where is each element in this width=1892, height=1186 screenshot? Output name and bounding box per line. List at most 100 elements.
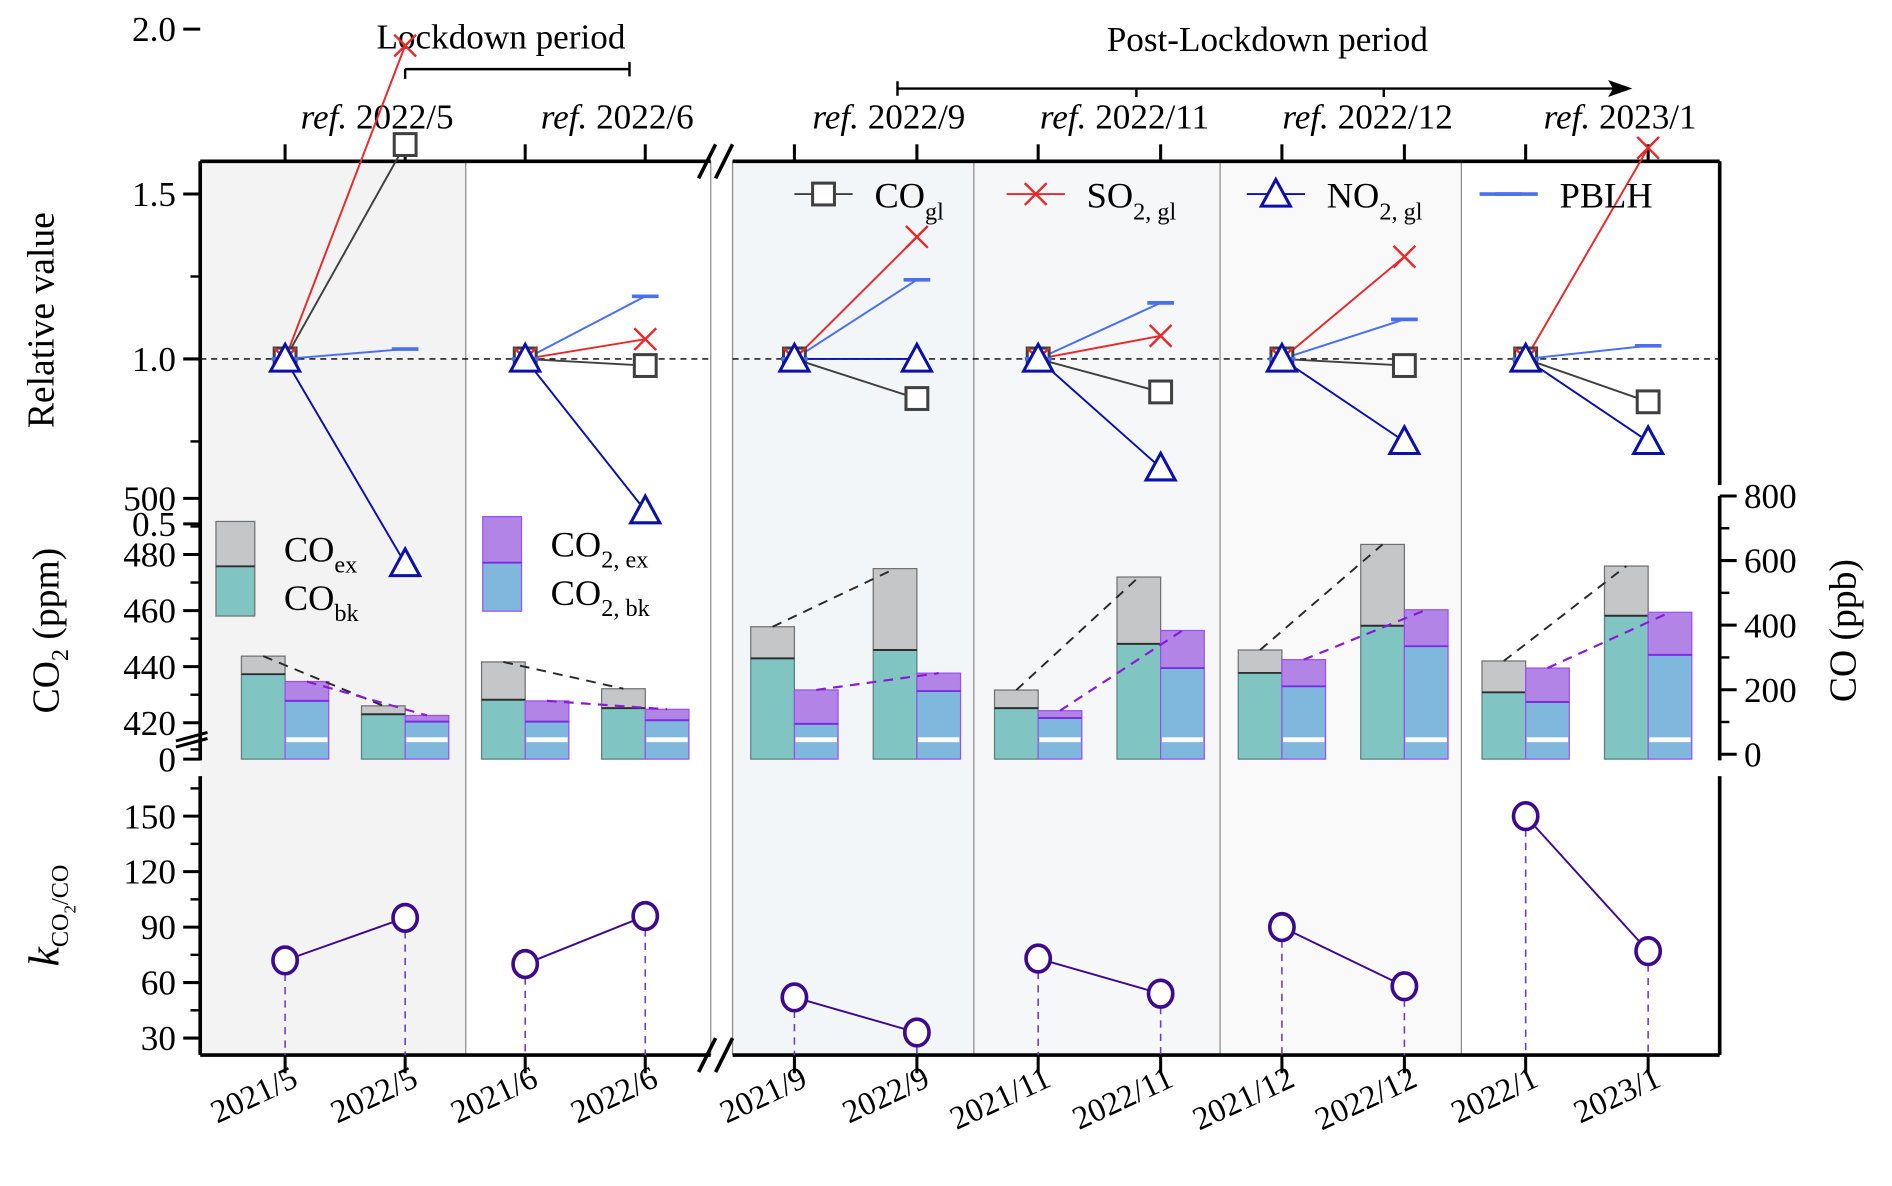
bar-co2-bk xyxy=(1525,701,1570,760)
co2-total-connector xyxy=(306,680,428,717)
bar-co2-ex xyxy=(284,680,330,702)
x-tick-label: 2022/1 xyxy=(1446,1060,1544,1131)
co2-axis-break-slash xyxy=(175,730,208,743)
series-line-CO_gl xyxy=(1525,358,1649,403)
bar-co2-bk xyxy=(916,690,962,760)
legend-marker-SO xyxy=(1023,182,1048,206)
ylabel-k-ratio: kCO2/CO xyxy=(20,865,79,967)
top-axis-label-prefix: ref. xyxy=(812,98,867,137)
series-line-CO_gl xyxy=(525,357,646,367)
k-point xyxy=(271,945,300,976)
series-line-SO2_gl xyxy=(793,236,918,360)
top-axis-label: ref. 2022/9 xyxy=(812,98,965,137)
top-axis-label: ref. 2022/6 xyxy=(541,98,694,137)
co2-total-connector xyxy=(1547,611,1671,670)
co2-y-tick-label: 0 xyxy=(158,740,176,779)
series-line-NO2_gl xyxy=(1281,358,1405,443)
ylabel-co2-ppm: CO2 (ppm) xyxy=(26,548,74,714)
bar-co-ex xyxy=(1481,660,1527,693)
series-line-PBLH xyxy=(524,295,646,360)
group-background-2023-1 xyxy=(1461,161,1720,1056)
bar-co-ex xyxy=(1603,565,1649,617)
co2-axis-break-slash xyxy=(175,737,208,749)
top-axis-label-prefix: ref. xyxy=(301,98,356,137)
co2-total-connector xyxy=(816,672,939,692)
bar-co2-break-mark xyxy=(918,737,960,743)
y-tick-label: 0.5 xyxy=(132,505,176,544)
co2-y-tick-label: 480 xyxy=(123,536,176,575)
top-axis-label-prefix: ref. xyxy=(1040,98,1095,137)
legend-label: NO2, gl xyxy=(1327,175,1423,225)
concentration-panel: 420 440 460 480 500 0 0 200 400 600 800 xyxy=(123,477,1796,779)
point-SO2_gl-stroke xyxy=(633,327,658,351)
legend-label-main: CO xyxy=(551,525,602,565)
period-label-post-lockdown: Post-Lockdown period xyxy=(1107,20,1429,59)
top-axis-label-date: 2023/1 xyxy=(1599,98,1697,137)
point-NO2_gl xyxy=(777,341,812,373)
point-NO2_gl xyxy=(899,341,935,373)
point-CO_gl xyxy=(632,353,658,378)
legend-marker-NO xyxy=(1258,176,1293,208)
legend-label-main: CO xyxy=(874,175,925,215)
bar-co-bk xyxy=(993,707,1039,760)
group-background-2022-9 xyxy=(732,161,974,1056)
bar-co-ex xyxy=(750,626,796,659)
point-SO2_gl xyxy=(393,33,417,58)
k-point xyxy=(780,982,809,1013)
bar-co-bk xyxy=(360,713,406,760)
k-y-tick-label: 120 xyxy=(123,853,176,892)
series-line-NO2_gl xyxy=(284,358,406,564)
legend-label: CObk xyxy=(284,578,360,627)
bar-co-bk xyxy=(1360,625,1405,760)
legend-marker-SO-stroke xyxy=(1023,182,1048,206)
bar-co-bk xyxy=(1116,643,1162,760)
bar-co2-break-mark xyxy=(1405,737,1447,743)
legend-label-sub: gl xyxy=(925,198,944,225)
bar-co2-break-mark xyxy=(526,737,568,743)
post-lockdown-arrowhead xyxy=(1608,80,1633,98)
y-tick-label: 1.5 xyxy=(132,175,176,214)
bar-co-bk xyxy=(1481,691,1527,760)
axis-break-slash xyxy=(696,143,718,180)
series-line-SO2_gl xyxy=(1281,255,1406,360)
top-axis-label: ref. 2022/12 xyxy=(1282,98,1453,137)
k-series-line xyxy=(794,996,918,1034)
co-y-tick-label: 200 xyxy=(1744,671,1797,710)
legend-swatch-co2-bk xyxy=(482,562,523,612)
legend-label: SO2, gl xyxy=(1087,175,1177,225)
legend-label-sub: 2, ex xyxy=(601,547,648,574)
top-axis-label-prefix: ref. xyxy=(1282,98,1337,137)
ratio-panel: 30 60 90 120 150 xyxy=(123,787,1663,1058)
x-tick-label: 2022/12 xyxy=(1310,1060,1422,1138)
top-axis-label-prefix: ref. xyxy=(1544,98,1599,137)
legend-swatch-co2-ex xyxy=(482,515,523,564)
legend-label-sub: 2, gl xyxy=(1133,198,1176,225)
legend-label-sub: 2, bk xyxy=(601,595,650,622)
bar-co2-ex xyxy=(1647,611,1693,656)
co-y-tick-label: 400 xyxy=(1744,606,1797,645)
bar-co2-break-mark xyxy=(286,737,328,743)
point-SO2_gl-stroke xyxy=(393,33,417,58)
co-total-connector xyxy=(1503,565,1627,662)
point-NO2_gl xyxy=(1631,423,1666,456)
ylabel-co-ppb: CO (ppb) xyxy=(1824,559,1865,702)
bar-co-ex xyxy=(872,568,918,651)
bar-co-ex xyxy=(240,655,286,675)
co-total-connector xyxy=(1015,576,1140,691)
bar-co2-bk xyxy=(284,700,330,760)
legend-label-main: PBLH xyxy=(1560,175,1653,215)
k-point xyxy=(1390,971,1419,1002)
co2-y-tick-label: 420 xyxy=(123,704,176,743)
bar-co2-break-mark xyxy=(646,737,688,743)
axis-break-slash xyxy=(696,1037,718,1073)
legend-label-main: NO xyxy=(1327,175,1380,215)
bar-co2-break-mark xyxy=(1039,737,1081,743)
top-axis-label-date: 2022/12 xyxy=(1338,98,1453,137)
point-SO2_gl xyxy=(1392,244,1417,269)
x-tick-label: 2022/6 xyxy=(566,1060,664,1131)
bar-co2-break-mark xyxy=(1283,737,1325,743)
bar-co2-bk xyxy=(1647,654,1693,760)
legend-label: CO2, ex xyxy=(551,525,649,574)
co-total-connector xyxy=(503,660,624,690)
